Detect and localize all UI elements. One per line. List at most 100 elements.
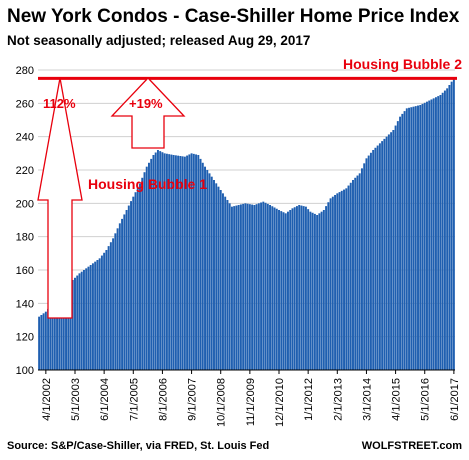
bar (405, 108, 408, 370)
bar (356, 175, 359, 370)
bar (190, 153, 193, 370)
bar (224, 196, 227, 370)
arrow-left-112 (37, 77, 83, 319)
bar (255, 204, 258, 370)
bar (421, 103, 424, 370)
bar (441, 92, 444, 371)
bar (213, 180, 215, 370)
bar (349, 182, 352, 370)
bar (271, 206, 274, 370)
bar (262, 201, 265, 370)
x-tick-label: 6/1/2017 (449, 378, 461, 421)
bar (383, 138, 386, 370)
bar (403, 111, 406, 370)
bar (217, 186, 220, 370)
bar (98, 258, 101, 370)
bubble2-label: Housing Bubble 2 (343, 56, 462, 72)
bar (363, 163, 366, 370)
x-tick-label: 10/1/2008 (216, 378, 228, 427)
bar (434, 97, 437, 370)
bar (381, 141, 384, 370)
bar (195, 154, 198, 370)
bar (446, 88, 449, 370)
bar (278, 210, 280, 370)
bar (437, 96, 440, 370)
bar (163, 153, 166, 370)
bar (199, 158, 202, 370)
bar (74, 277, 76, 370)
bar (219, 190, 222, 370)
bar (396, 121, 399, 370)
bar (42, 313, 45, 370)
bar (51, 303, 54, 370)
bar (412, 106, 415, 371)
bar (331, 196, 334, 370)
bar (123, 214, 126, 370)
x-tick-label: 5/1/2016 (420, 378, 432, 421)
bar (378, 143, 381, 370)
bar (374, 147, 377, 370)
bar (414, 106, 417, 370)
bar (183, 156, 186, 370)
bar (53, 301, 56, 370)
x-tick-label: 9/1/2007 (187, 378, 199, 421)
bar (100, 255, 103, 370)
y-tick-label: 120 (16, 332, 34, 344)
bar (112, 238, 115, 370)
x-tick-label: 5/1/2003 (70, 378, 82, 421)
bar (269, 205, 272, 370)
bar (304, 206, 307, 370)
bar (443, 90, 446, 371)
bar (62, 290, 65, 370)
bar (289, 210, 292, 370)
bar (280, 211, 283, 370)
bar (284, 213, 287, 370)
bar (430, 99, 433, 370)
bar (235, 205, 238, 370)
bar (156, 150, 159, 370)
bar (132, 196, 135, 370)
x-tick-label: 4/1/2015 (391, 378, 403, 421)
bar (365, 158, 368, 370)
bar (226, 200, 229, 370)
bar (385, 136, 388, 370)
bar (40, 315, 43, 370)
bar (369, 152, 372, 370)
bar (246, 203, 249, 370)
chart-title: New York Condos - Case-Shiller Home Pric… (7, 6, 460, 27)
bar (230, 206, 233, 370)
bar (181, 156, 184, 370)
bar (266, 203, 269, 370)
bar (318, 213, 321, 370)
bar (60, 293, 63, 370)
bar (78, 273, 81, 370)
bar (136, 187, 139, 370)
bar (49, 306, 52, 370)
bar (287, 211, 289, 370)
bar (295, 206, 298, 370)
bar (307, 209, 310, 370)
bar (253, 205, 256, 370)
x-tick-label: 8/1/2006 (157, 378, 169, 421)
bar (107, 246, 110, 370)
bar (71, 280, 74, 370)
grid (38, 69, 455, 371)
bar (282, 212, 285, 370)
bar (121, 218, 124, 370)
bar (38, 316, 41, 370)
bar (94, 261, 97, 370)
bar (448, 85, 451, 370)
bar (201, 162, 204, 370)
bar (428, 100, 431, 371)
bar (329, 198, 332, 370)
pct-right-label: +19% (129, 96, 163, 111)
bar (105, 250, 108, 370)
bar (186, 155, 189, 370)
bar (168, 154, 171, 370)
bar (103, 252, 106, 370)
y-axis: 100 120 140 160 180 200 220 240 260 280 (16, 65, 34, 377)
y-tick-label: 280 (16, 65, 34, 77)
bar (291, 208, 294, 370)
bar (264, 202, 267, 370)
